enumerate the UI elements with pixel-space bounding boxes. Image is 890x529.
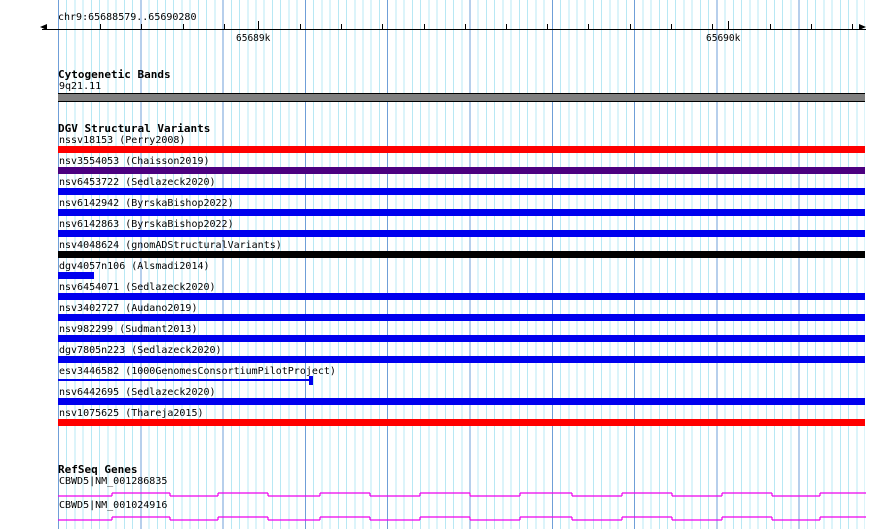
ruler-left-arrow-icon[interactable]	[40, 24, 47, 30]
